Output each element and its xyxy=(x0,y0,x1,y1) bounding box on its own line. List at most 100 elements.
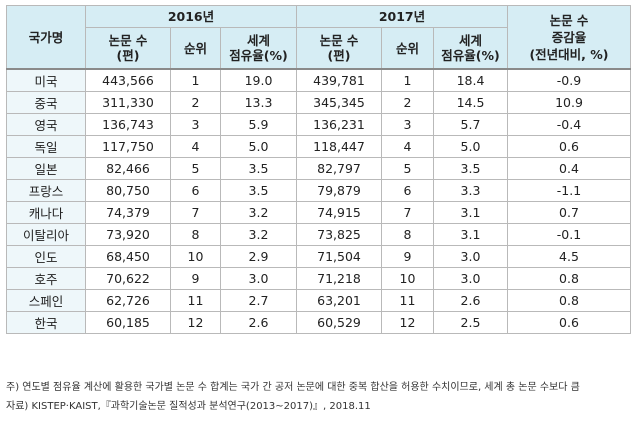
cell-share-2016: 2.9 xyxy=(220,245,297,268)
note-text: 주) 연도별 점유율 계산에 활용한 국가별 논문 수 합계는 국가 간 공저 … xyxy=(6,382,580,393)
cell-share-2017: 3.0 xyxy=(433,245,508,268)
cell-rank-2017: 4 xyxy=(381,135,434,158)
cell-country: 독일 xyxy=(6,135,86,158)
cell-share-2017: 3.3 xyxy=(433,179,508,202)
cell-rank-2016: 4 xyxy=(170,135,221,158)
cell-rank-2017: 12 xyxy=(381,311,434,334)
cell-share-2017: 14.5 xyxy=(433,91,508,114)
cell-papers-2017: 60,529 xyxy=(296,311,382,334)
cell-country: 한국 xyxy=(6,311,86,334)
cell-share-2016: 5.0 xyxy=(220,135,297,158)
header-papers-2016: 논문 수 (편) xyxy=(85,27,171,70)
header-share-2017: 세계 점유율(%) xyxy=(433,27,508,70)
table-row: 독일 117,750 4 5.0 118,447 4 5.0 0.6 xyxy=(6,135,631,158)
cell-papers-2016: 82,466 xyxy=(85,157,171,180)
cell-papers-2016: 117,750 xyxy=(85,135,171,158)
cell-change: -0.4 xyxy=(507,113,631,136)
cell-share-2016: 3.0 xyxy=(220,267,297,290)
cell-papers-2017: 82,797 xyxy=(296,157,382,180)
cell-papers-2016: 311,330 xyxy=(85,91,171,114)
cell-share-2017: 3.5 xyxy=(433,157,508,180)
cell-papers-2017: 345,345 xyxy=(296,91,382,114)
table-row: 프랑스 80,750 6 3.5 79,879 6 3.3 -1.1 xyxy=(6,179,631,202)
table-row: 인도 68,450 10 2.9 71,504 9 3.0 4.5 xyxy=(6,245,631,268)
cell-papers-2017: 71,218 xyxy=(296,267,382,290)
cell-share-2017: 5.0 xyxy=(433,135,508,158)
cell-share-2016: 5.9 xyxy=(220,113,297,136)
cell-change: 0.8 xyxy=(507,289,631,312)
cell-country: 미국 xyxy=(6,68,86,92)
cell-share-2016: 3.2 xyxy=(220,223,297,246)
cell-share-2017: 3.1 xyxy=(433,201,508,224)
cell-rank-2016: 1 xyxy=(170,68,221,92)
cell-papers-2017: 74,915 xyxy=(296,201,382,224)
table-row: 호주 70,622 9 3.0 71,218 10 3.0 0.8 xyxy=(6,267,631,290)
header-rank-2017: 순위 xyxy=(381,27,434,70)
cell-change: 0.7 xyxy=(507,201,631,224)
cell-change: 0.6 xyxy=(507,311,631,334)
cell-papers-2017: 79,879 xyxy=(296,179,382,202)
cell-papers-2017: 63,201 xyxy=(296,289,382,312)
table-row: 한국 60,185 12 2.6 60,529 12 2.5 0.6 xyxy=(6,311,631,334)
table-row: 스페인 62,726 11 2.7 63,201 11 2.6 0.8 xyxy=(6,289,631,312)
cell-share-2016: 3.5 xyxy=(220,157,297,180)
cell-rank-2016: 9 xyxy=(170,267,221,290)
cell-rank-2016: 10 xyxy=(170,245,221,268)
cell-country: 호주 xyxy=(6,267,86,290)
cell-papers-2017: 118,447 xyxy=(296,135,382,158)
cell-country: 프랑스 xyxy=(6,179,86,202)
cell-change: -0.1 xyxy=(507,223,631,246)
footnotes: 주) 연도별 점유율 계산에 활용한 국가별 논문 수 합계는 국가 간 공저 … xyxy=(6,378,630,416)
cell-country: 영국 xyxy=(6,113,86,136)
cell-country: 인도 xyxy=(6,245,86,268)
cell-share-2017: 2.6 xyxy=(433,289,508,312)
cell-rank-2016: 2 xyxy=(170,91,221,114)
cell-papers-2017: 439,781 xyxy=(296,68,382,92)
cell-rank-2017: 9 xyxy=(381,245,434,268)
cell-papers-2016: 60,185 xyxy=(85,311,171,334)
cell-rank-2017: 8 xyxy=(381,223,434,246)
cell-change: 0.8 xyxy=(507,267,631,290)
cell-rank-2017: 6 xyxy=(381,179,434,202)
header-change-rate: 논문 수 증감율 (전년대비, %) xyxy=(507,5,631,70)
cell-rank-2017: 7 xyxy=(381,201,434,224)
cell-papers-2016: 136,743 xyxy=(85,113,171,136)
cell-change: 0.6 xyxy=(507,135,631,158)
cell-rank-2016: 7 xyxy=(170,201,221,224)
cell-papers-2016: 62,726 xyxy=(85,289,171,312)
cell-rank-2016: 5 xyxy=(170,157,221,180)
cell-papers-2016: 70,622 xyxy=(85,267,171,290)
cell-rank-2017: 2 xyxy=(381,91,434,114)
cell-share-2017: 3.1 xyxy=(433,223,508,246)
cell-rank-2016: 12 xyxy=(170,311,221,334)
cell-share-2016: 3.2 xyxy=(220,201,297,224)
cell-papers-2016: 68,450 xyxy=(85,245,171,268)
table-body: 미국 443,566 1 19.0 439,781 1 18.4 -0.9 중국… xyxy=(6,68,631,334)
cell-papers-2017: 73,825 xyxy=(296,223,382,246)
cell-rank-2017: 1 xyxy=(381,68,434,92)
cell-papers-2017: 71,504 xyxy=(296,245,382,268)
cell-country: 이탈리아 xyxy=(6,223,86,246)
cell-share-2016: 13.3 xyxy=(220,91,297,114)
cell-rank-2016: 11 xyxy=(170,289,221,312)
table-row: 영국 136,743 3 5.9 136,231 3 5.7 -0.4 xyxy=(6,113,631,136)
cell-share-2016: 3.5 xyxy=(220,179,297,202)
table-header: 국가명 2016년 2017년 논문 수 증감율 (전년대비, %) 논문 수 … xyxy=(6,5,631,70)
table-row: 캐나다 74,379 7 3.2 74,915 7 3.1 0.7 xyxy=(6,201,631,224)
cell-country: 스페인 xyxy=(6,289,86,312)
cell-country: 중국 xyxy=(6,91,86,114)
cell-papers-2016: 74,379 xyxy=(85,201,171,224)
cell-country: 캐나다 xyxy=(6,201,86,224)
cell-papers-2017: 136,231 xyxy=(296,113,382,136)
table-row: 일본 82,466 5 3.5 82,797 5 3.5 0.4 xyxy=(6,157,631,180)
cell-rank-2016: 3 xyxy=(170,113,221,136)
table-row: 중국 311,330 2 13.3 345,345 2 14.5 10.9 xyxy=(6,91,631,114)
cell-share-2016: 2.6 xyxy=(220,311,297,334)
table-row: 이탈리아 73,920 8 3.2 73,825 8 3.1 -0.1 xyxy=(6,223,631,246)
header-country: 국가명 xyxy=(6,5,86,70)
cell-share-2017: 5.7 xyxy=(433,113,508,136)
cell-share-2016: 19.0 xyxy=(220,68,297,92)
cell-change: 4.5 xyxy=(507,245,631,268)
cell-share-2017: 18.4 xyxy=(433,68,508,92)
header-papers-2017: 논문 수 (편) xyxy=(296,27,382,70)
